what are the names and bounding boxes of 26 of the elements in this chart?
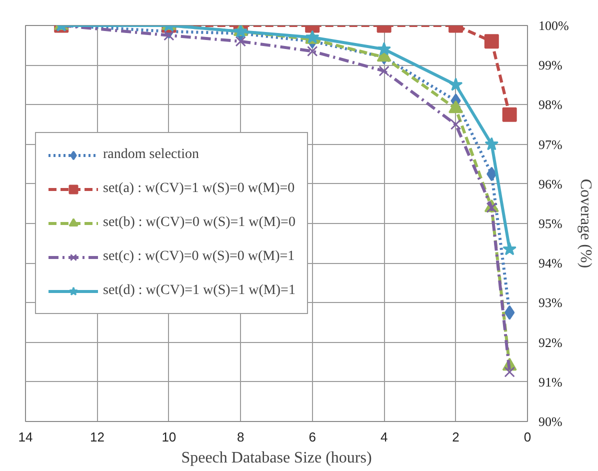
x-tick-label: 4: [380, 430, 388, 444]
legend-label: set(a) : w(CV)=1 w(S)=0 w(M)=0: [103, 181, 295, 197]
y-tick-label: 94%: [538, 256, 562, 271]
x-tick-label: 14: [18, 430, 33, 444]
y-tick-label: 93%: [538, 295, 562, 310]
x-tick-label: 8: [237, 430, 244, 444]
legend-label: set(c) : w(CV)=0 w(S)=0 w(M)=1: [103, 249, 295, 265]
legend-label: random selection: [103, 147, 200, 163]
y-tick-label: 95%: [538, 216, 562, 231]
x-tick-label: 6: [308, 430, 316, 444]
y-tick-label: 100%: [538, 18, 569, 33]
x-tick-label: 0: [524, 430, 532, 444]
x-tick-label: 10: [162, 430, 176, 444]
x-tick-label: 2: [452, 430, 460, 444]
y-tick-label: 96%: [538, 176, 562, 192]
y-axis-title: Coverage (%): [576, 178, 594, 268]
y-tick-label: 91%: [538, 374, 562, 390]
y-tick-label: 97%: [538, 136, 562, 152]
legend-label: set(d) : w(CV)=1 w(S)=1 w(M)=1: [103, 283, 296, 299]
y-tick-label: 92%: [538, 334, 562, 350]
y-tick-label: 99%: [538, 58, 562, 73]
legend-label: set(b) : w(CV)=0 w(S)=1 w(M)=0: [103, 215, 296, 231]
x-axis-title: Speech Database Size (hours): [181, 450, 372, 466]
y-tick-label: 98%: [538, 97, 562, 112]
y-tick-label: 90%: [538, 414, 562, 429]
x-tick-label: 12: [90, 430, 104, 444]
